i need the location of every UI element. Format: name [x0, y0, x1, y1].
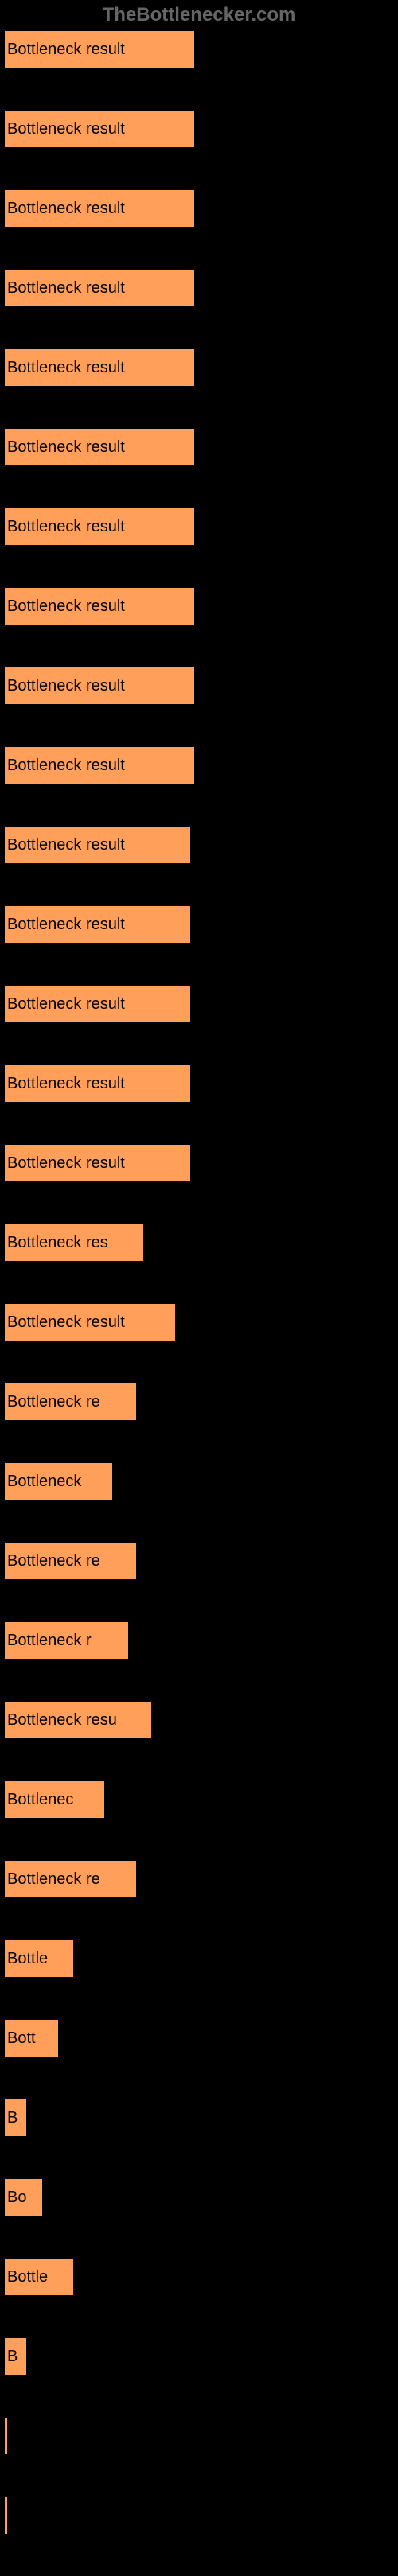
chart-row [4, 2496, 394, 2576]
chart-bar: Bottle [4, 1940, 74, 1978]
chart-row: Bottleneck [4, 1462, 394, 1542]
bar-label: Bottleneck re [5, 1552, 100, 1570]
bar-label: Bott [5, 2029, 36, 2048]
chart-row: Bottleneck result [4, 1144, 394, 1224]
chart-bar: Bottleneck result [4, 269, 195, 307]
bar-label: Bottleneck re [5, 1870, 100, 1889]
bar-label: Bottleneck re [5, 1393, 100, 1411]
chart-row: Bottleneck result [4, 985, 394, 1064]
chart-row: Bottleneck result [4, 587, 394, 667]
bar-label: Bottleneck result [5, 677, 125, 695]
bar-label: Bottleneck r [5, 1632, 92, 1650]
chart-bar [4, 2417, 8, 2455]
chart-bar: Bott [4, 2019, 59, 2057]
bar-label: B [5, 2348, 18, 2366]
chart-bar: Bottleneck result [4, 667, 195, 705]
chart-bar: Bottleneck res [4, 1224, 144, 1262]
chart-row [4, 2417, 394, 2496]
bar-label: Bottleneck res [5, 1234, 108, 1252]
bar-label: Bottle [5, 2268, 48, 2286]
chart-bar: Bottleneck result [4, 508, 195, 546]
chart-row: Bottleneck re [4, 1860, 394, 1940]
chart-bar: Bottleneck result [4, 1144, 191, 1182]
bar-label: Bottleneck result [5, 438, 125, 457]
chart-row: B [4, 2337, 394, 2417]
chart-row: Bottleneck result [4, 508, 394, 587]
chart-bar [4, 2496, 8, 2535]
chart-row: Bottleneck result [4, 826, 394, 905]
chart-row: Bottleneck result [4, 1064, 394, 1144]
chart-bar: Bottleneck r [4, 1621, 129, 1660]
bar-label: Bottleneck result [5, 41, 125, 59]
chart-bar: Bottleneck re [4, 1542, 137, 1580]
chart-bar: Bottleneck result [4, 189, 195, 228]
bar-label: Bottleneck result [5, 1075, 125, 1093]
bar-label: Bottleneck resu [5, 1711, 117, 1730]
chart-bar: B [4, 2099, 27, 2137]
chart-row: Bottle [4, 2258, 394, 2337]
chart-row: Bottleneck result [4, 905, 394, 985]
bar-label: Bottleneck result [5, 279, 125, 298]
bar-label: Bottleneck result [5, 836, 125, 854]
chart-bar: Bottleneck result [4, 30, 195, 68]
bar-label: Bottleneck result [5, 359, 125, 377]
chart-bar: Bottleneck result [4, 348, 195, 387]
chart-bar: Bottleneck result [4, 428, 195, 466]
chart-row: Bottleneck result [4, 348, 394, 428]
bar-label: Bottleneck result [5, 1154, 125, 1173]
chart-row: Bottleneck result [4, 189, 394, 269]
chart-row: Bottleneck result [4, 110, 394, 189]
chart-row: Bottleneck result [4, 30, 394, 110]
bar-label: Bottleneck result [5, 597, 125, 616]
bar-label: Bottleneck result [5, 120, 125, 138]
bar-label: Bo [5, 2189, 26, 2207]
chart-row: Bott [4, 2019, 394, 2099]
chart-row: Bottleneck re [4, 1383, 394, 1462]
chart-bar: Bottleneck result [4, 1303, 176, 1341]
chart-bar: Bottleneck result [4, 746, 195, 784]
bar-label: B [5, 2109, 18, 2127]
bar-label: Bottleneck result [5, 518, 125, 536]
bar-label: Bottleneck result [5, 1313, 125, 1332]
bar-label: Bottleneck result [5, 995, 125, 1014]
chart-row: Bo [4, 2178, 394, 2258]
bar-label: Bottleneck result [5, 757, 125, 775]
chart-bar: Bottle [4, 2258, 74, 2296]
chart-row: Bottleneck result [4, 1303, 394, 1383]
chart-row: Bottleneck re [4, 1542, 394, 1621]
chart-row: Bottlenec [4, 1780, 394, 1860]
chart-row: Bottleneck res [4, 1224, 394, 1303]
bar-label: Bottlenec [5, 1791, 73, 1809]
chart-bar: Bottleneck result [4, 587, 195, 625]
chart-bar: B [4, 2337, 27, 2376]
chart-bar: Bo [4, 2178, 43, 2216]
bottleneck-chart: Bottleneck result Bottleneck result Bottle… [0, 30, 398, 2576]
chart-row: Bottle [4, 1940, 394, 2019]
bar-label: Bottleneck [5, 1473, 81, 1491]
chart-row: Bottleneck result [4, 428, 394, 508]
chart-row: Bottleneck result [4, 667, 394, 746]
chart-bar: Bottleneck result [4, 985, 191, 1023]
chart-row: Bottleneck result [4, 269, 394, 348]
bar-label: Bottleneck result [5, 916, 125, 934]
bar-label: Bottle [5, 1950, 48, 1968]
chart-bar: Bottleneck result [4, 905, 191, 944]
watermark-text: TheBottlenecker.com [0, 0, 398, 30]
chart-row: B [4, 2099, 394, 2178]
chart-bar: Bottleneck [4, 1462, 113, 1500]
chart-bar: Bottleneck re [4, 1383, 137, 1421]
chart-bar: Bottleneck resu [4, 1701, 152, 1739]
chart-bar: Bottleneck result [4, 1064, 191, 1103]
chart-bar: Bottleneck result [4, 826, 191, 864]
chart-row: Bottleneck result [4, 746, 394, 826]
chart-bar: Bottleneck result [4, 110, 195, 148]
chart-row: Bottleneck r [4, 1621, 394, 1701]
bar-label: Bottleneck result [5, 200, 125, 218]
chart-bar: Bottlenec [4, 1780, 105, 1819]
chart-row: Bottleneck resu [4, 1701, 394, 1780]
chart-bar: Bottleneck re [4, 1860, 137, 1898]
